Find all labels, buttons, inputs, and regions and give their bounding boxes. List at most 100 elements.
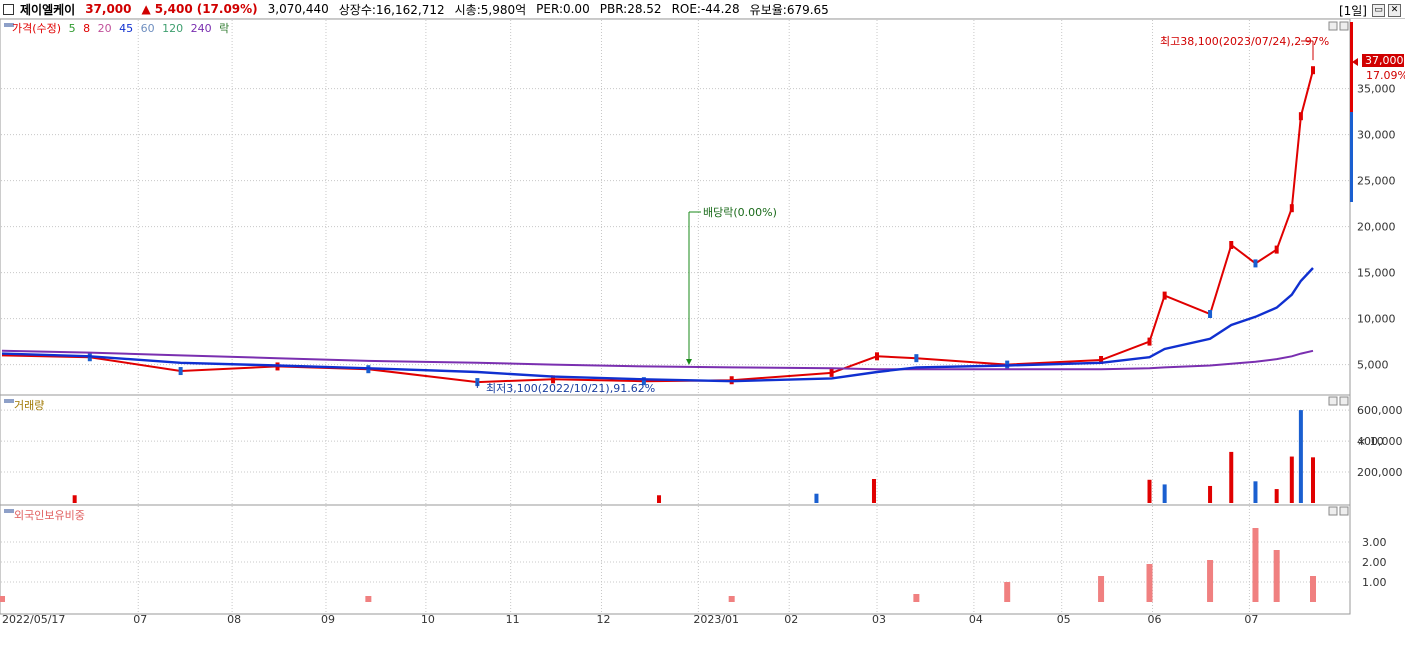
candle — [1162, 291, 1167, 300]
series-line-45 — [1, 267, 1314, 383]
volume-unit: × 10 — [1357, 435, 1384, 448]
candle — [829, 368, 834, 377]
price-legend: 가격(수정) 5 8 20 45 60 120 240 락 — [4, 22, 229, 35]
candle — [178, 367, 183, 376]
legend-ma60: 60 — [141, 22, 155, 35]
volume-bar — [657, 495, 662, 503]
volume-bar — [871, 479, 876, 503]
x-tick-label: 06 — [1148, 613, 1162, 626]
volume-bar — [1229, 451, 1234, 503]
legend-ex: 락 — [219, 22, 229, 35]
last-price-marker — [1352, 58, 1358, 66]
x-tick-label: 03 — [872, 613, 886, 626]
foreign-tick-label: 2.00 — [1362, 556, 1387, 569]
legend-ma8: 8 — [83, 22, 90, 35]
volume-bar — [814, 493, 819, 503]
x-tick-label: 09 — [321, 613, 335, 626]
candle — [914, 354, 919, 363]
price-change-pct: (17.09%) — [196, 2, 258, 16]
high-annotation: 최고38,100(2023/07/24),2.97% — [1160, 35, 1329, 48]
foreign-bar — [1146, 564, 1153, 602]
x-tick-label: 2023/01 — [693, 613, 739, 626]
foreign-panel — [0, 504, 1351, 615]
price-tick-label: 35,000 — [1357, 83, 1396, 96]
volume-value: 3,070,440 — [267, 2, 329, 16]
volume-title: 거래량 — [14, 399, 44, 412]
price-tick-label: 5,000 — [1357, 359, 1389, 372]
stock-chart: 2022/05/17 07 08 09 10 11 12 2023/01 02 03 04 05 06 0… — [0, 19, 1405, 626]
last-price-label: 37,000 — [1365, 54, 1404, 67]
foreign-plot — [0, 528, 1316, 602]
candle — [875, 352, 880, 361]
close-icon[interactable]: ✕ — [1388, 4, 1401, 17]
panel-collapse-icon[interactable] — [4, 399, 14, 403]
volume-panel — [0, 394, 1351, 506]
x-tick-label: 10 — [421, 613, 435, 626]
candle — [1274, 245, 1279, 254]
foreign-title: 외국인보유비중 — [14, 509, 85, 522]
price-plot — [1, 40, 1315, 388]
price-tick-label: 15,000 — [1357, 267, 1396, 280]
x-tick-label: 2022/05/17 — [2, 613, 65, 626]
candle — [1208, 310, 1213, 318]
volume-tick-label: 400,000 — [1357, 435, 1403, 448]
foreign-bar — [913, 594, 920, 602]
volume-bar — [1253, 481, 1258, 503]
panel-collapse-icon[interactable] — [4, 509, 14, 513]
volume-plot — [72, 410, 1315, 503]
candle — [1311, 66, 1315, 75]
price-tick-label: 20,000 — [1357, 221, 1396, 234]
foreign-bar — [1273, 550, 1280, 602]
volume-bar — [1311, 457, 1315, 503]
x-tick-label: 07 — [133, 613, 147, 626]
x-tick-label: 11 — [506, 613, 520, 626]
legend-ma240: 240 — [191, 22, 212, 35]
candle — [1298, 112, 1303, 121]
x-tick-label: 05 — [1057, 613, 1071, 626]
foreign-bar — [1004, 582, 1011, 602]
price-panel — [0, 19, 1351, 396]
foreign-bar — [1252, 528, 1259, 602]
foreign-tick-label: 3.00 — [1362, 536, 1387, 549]
change-arrow-icon: ▲ — [141, 2, 151, 16]
candle — [1147, 337, 1152, 346]
x-tick-label: 02 — [784, 613, 798, 626]
price-tick-label: 10,000 — [1357, 313, 1396, 326]
panel-buttons[interactable] — [1328, 21, 1349, 516]
foreign-legend: 외국인보유비중 — [4, 509, 85, 522]
candle — [1253, 259, 1258, 268]
price-tick-label: 25,000 — [1357, 175, 1396, 188]
volume-bar — [72, 495, 77, 503]
series-line-240 — [1, 349, 1314, 371]
volume-bar — [1274, 489, 1279, 503]
stock-name: 제이엘케이 — [20, 2, 76, 17]
candle — [1229, 241, 1234, 249]
volume-bar — [1289, 456, 1294, 503]
period-selector[interactable]: [1일] — [1338, 4, 1367, 18]
panel-collapse-icon[interactable] — [4, 23, 14, 27]
reserve-ratio: 유보율:679.65 — [749, 2, 829, 17]
minimize-icon[interactable]: ▭ — [1372, 4, 1385, 17]
foreign-bar — [1207, 560, 1214, 602]
dividend-annotation: 배당락(0.00%) — [703, 206, 777, 219]
candle — [551, 375, 556, 384]
volume-bar — [1208, 485, 1213, 503]
legend-price: 가격(수정) — [12, 22, 61, 35]
pbr-value: PBR:28.52 — [599, 2, 662, 16]
x-tick-label: 04 — [969, 613, 983, 626]
volume-legend: 거래량 — [4, 399, 44, 412]
select-checkbox[interactable] — [3, 3, 14, 15]
candle — [1099, 356, 1104, 364]
low-annotation: 최저3,100(2022/10/21),91.62% — [486, 382, 655, 395]
volume-tick-label: 200,000 — [1357, 466, 1403, 479]
x-tick-label: 07 — [1244, 613, 1258, 626]
svg-text:가격(수정) 5 8 2: 가격(수정) 5 8 20 45 60 120 240 락 — [12, 22, 229, 35]
volume-bar — [1147, 479, 1152, 503]
foreign-bar — [365, 596, 372, 602]
legend-ma45: 45 — [119, 22, 133, 35]
listed-shares: 상장수:16,162,712 — [338, 2, 445, 17]
candle — [641, 377, 646, 386]
foreign-tick-label: 1.00 — [1362, 576, 1387, 589]
stock-header: 제이엘케이 37,000 ▲ 5,400 (17.09%) 3,070,440 … — [0, 0, 1405, 19]
legend-ma5: 5 — [69, 22, 76, 35]
